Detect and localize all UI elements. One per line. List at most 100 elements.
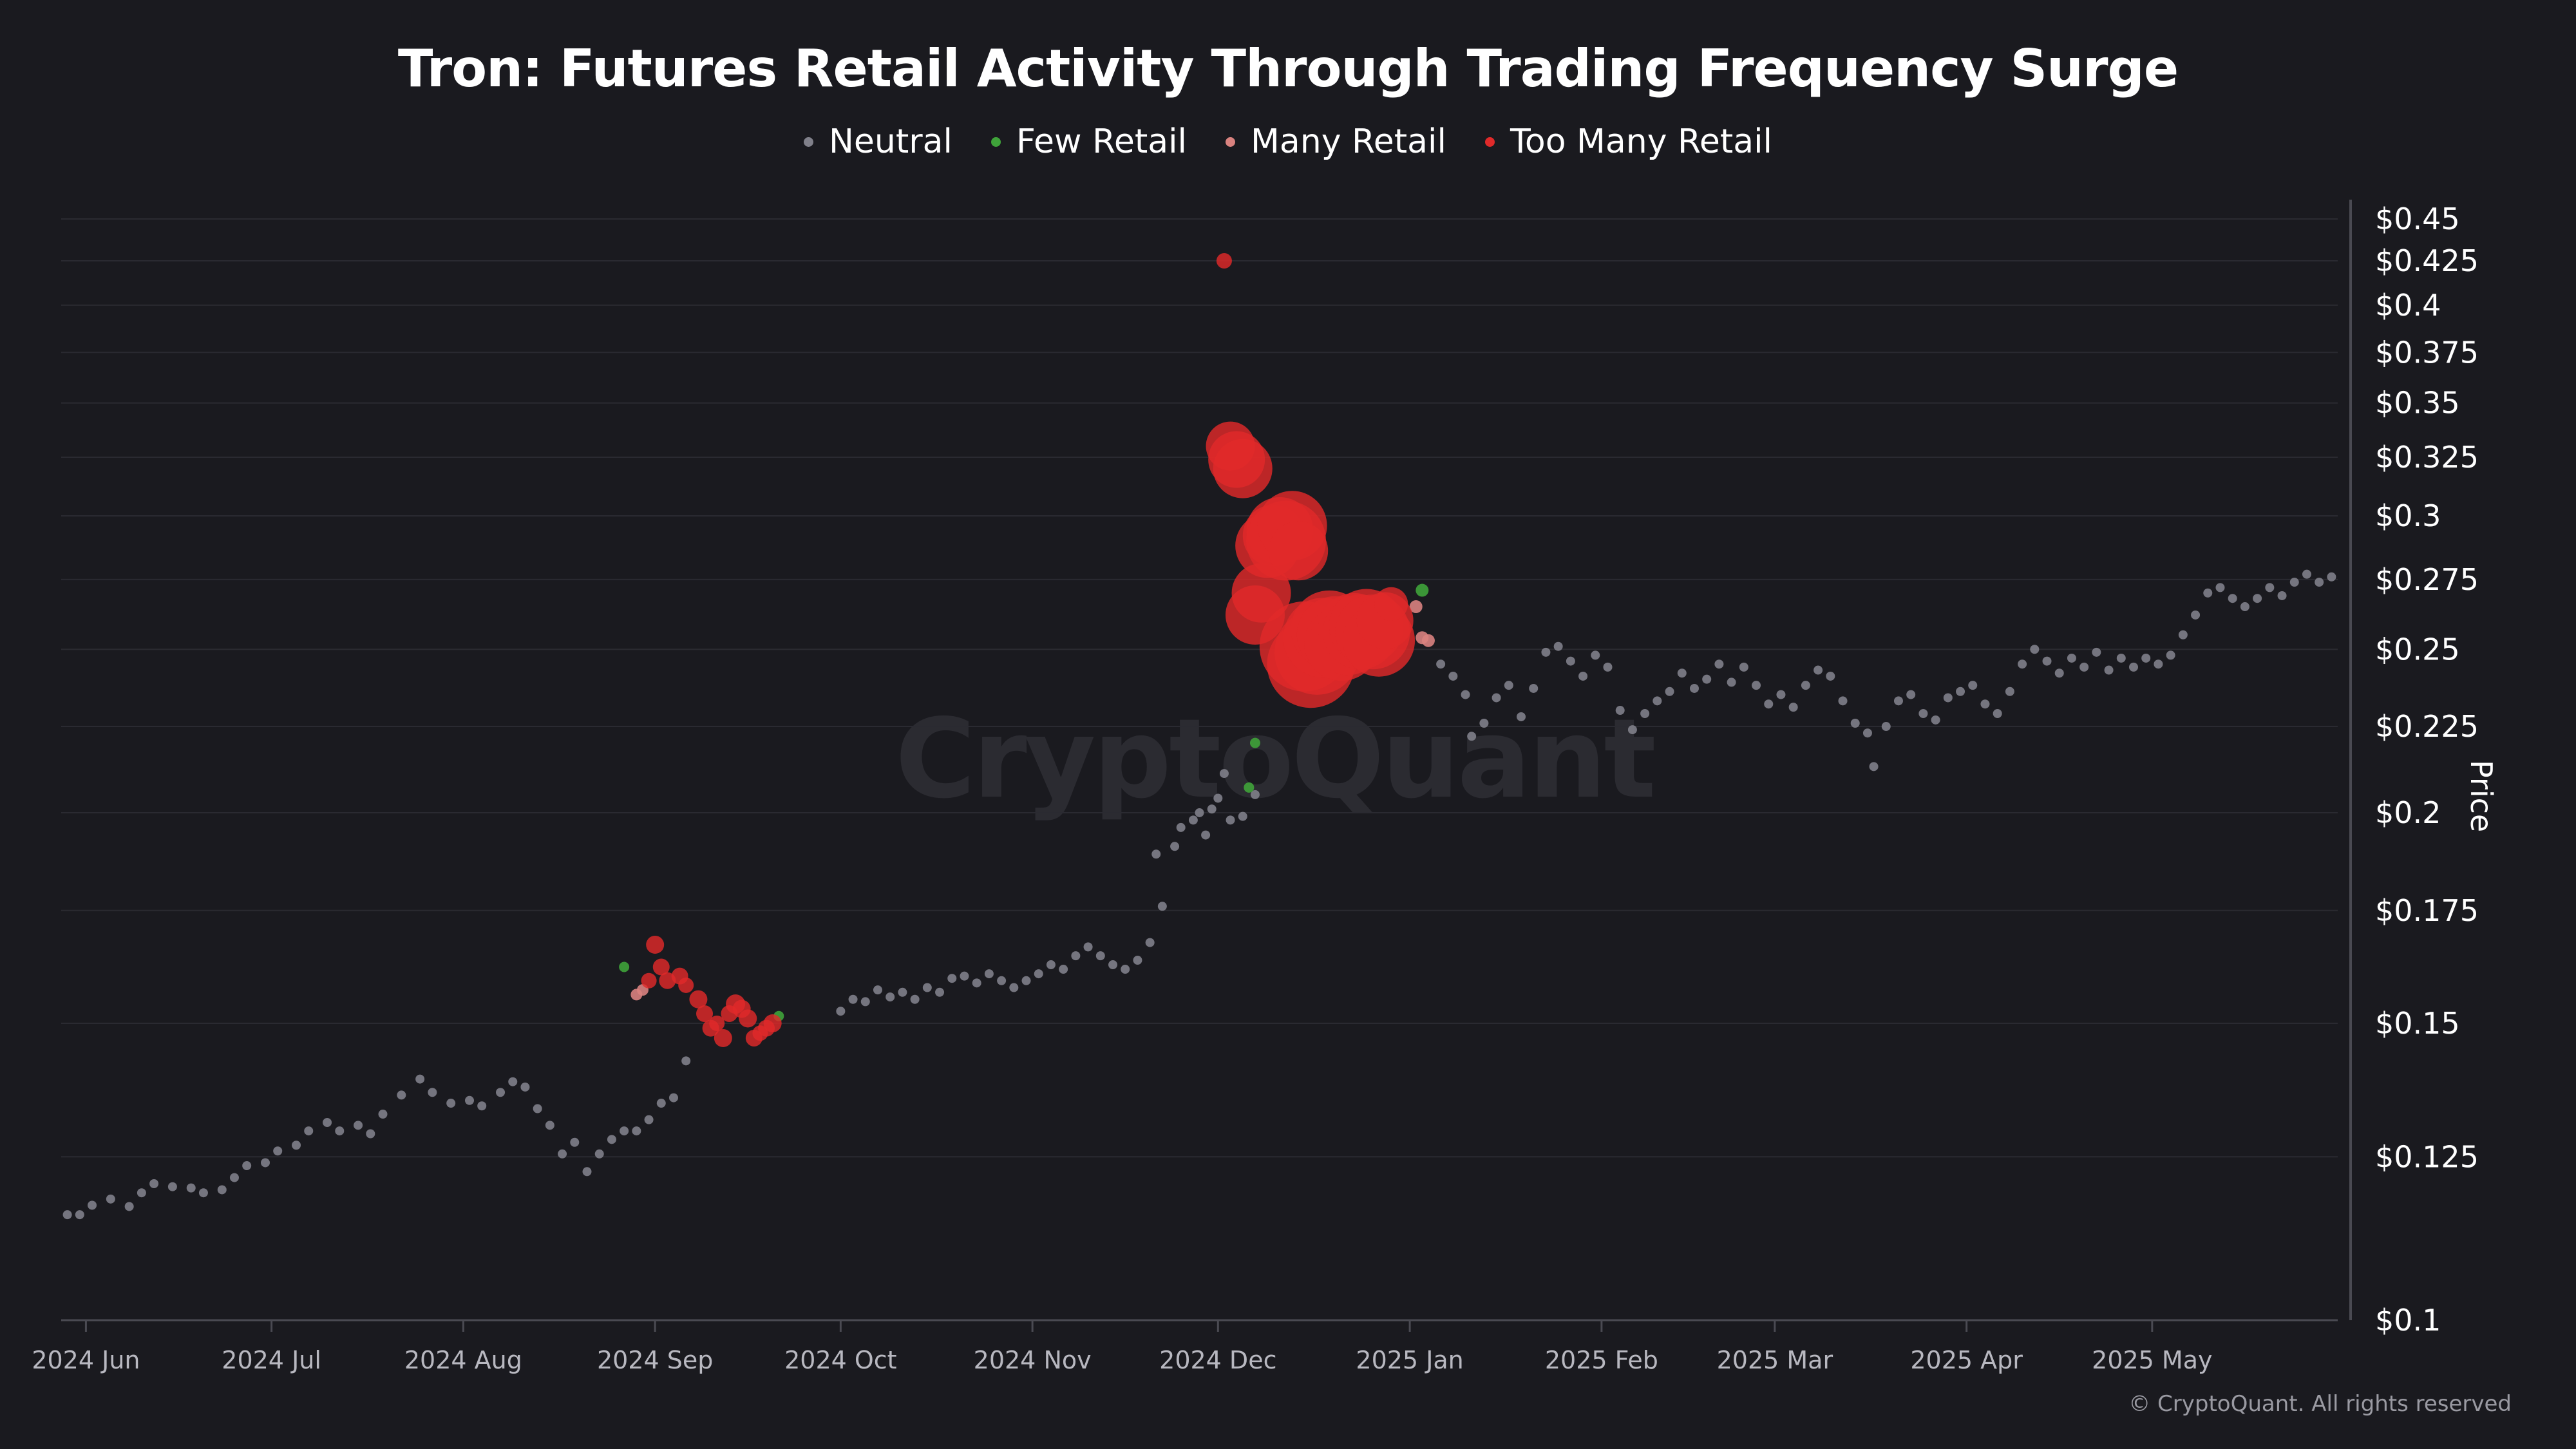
point-too-many-retail[interactable] bbox=[1213, 439, 1273, 498]
point-neutral[interactable] bbox=[947, 974, 957, 983]
point-neutral[interactable] bbox=[681, 1056, 691, 1066]
point-neutral[interactable] bbox=[1071, 951, 1081, 961]
point-neutral[interactable] bbox=[1993, 709, 2002, 719]
point-neutral[interactable] bbox=[1083, 942, 1093, 952]
point-neutral[interactable] bbox=[477, 1101, 487, 1111]
point-neutral[interactable] bbox=[1059, 965, 1068, 974]
point-neutral[interactable] bbox=[1627, 725, 1637, 735]
point-neutral[interactable] bbox=[922, 983, 932, 992]
point-neutral[interactable] bbox=[594, 1149, 604, 1159]
point-neutral[interactable] bbox=[446, 1099, 456, 1108]
point-neutral[interactable] bbox=[1207, 804, 1217, 814]
point-neutral[interactable] bbox=[558, 1149, 567, 1159]
point-neutral[interactable] bbox=[1578, 671, 1588, 681]
point-neutral[interactable] bbox=[1176, 822, 1186, 832]
point-neutral[interactable] bbox=[607, 1135, 616, 1144]
point-neutral[interactable] bbox=[1689, 683, 1699, 693]
point-neutral[interactable] bbox=[533, 1104, 542, 1113]
point-neutral[interactable] bbox=[1461, 690, 1470, 699]
point-neutral[interactable] bbox=[520, 1082, 530, 1092]
point-neutral[interactable] bbox=[1918, 709, 1928, 719]
point-neutral[interactable] bbox=[1980, 699, 1990, 709]
point-neutral[interactable] bbox=[1677, 668, 1687, 678]
point-neutral[interactable] bbox=[1151, 849, 1161, 859]
point-neutral[interactable] bbox=[1448, 671, 1458, 681]
point-neutral[interactable] bbox=[1095, 951, 1105, 961]
point-neutral[interactable] bbox=[1529, 683, 1539, 693]
point-neutral[interactable] bbox=[354, 1121, 363, 1130]
point-neutral[interactable] bbox=[1702, 674, 1712, 684]
point-too-many-retail[interactable] bbox=[1269, 521, 1329, 581]
point-neutral[interactable] bbox=[217, 1185, 227, 1195]
point-neutral[interactable] bbox=[198, 1188, 208, 1198]
point-neutral[interactable] bbox=[1615, 706, 1625, 715]
point-neutral[interactable] bbox=[886, 992, 895, 1002]
point-neutral[interactable] bbox=[935, 987, 945, 997]
point-neutral[interactable] bbox=[124, 1202, 134, 1211]
point-neutral[interactable] bbox=[2116, 653, 2126, 663]
point-neutral[interactable] bbox=[972, 978, 981, 988]
point-too-many-retail[interactable] bbox=[763, 1014, 782, 1033]
point-too-many-retail[interactable] bbox=[1374, 587, 1408, 621]
point-too-many-retail[interactable] bbox=[652, 958, 670, 976]
point-few-retail[interactable] bbox=[1249, 737, 1260, 748]
point-neutral[interactable] bbox=[848, 994, 858, 1004]
point-neutral[interactable] bbox=[2054, 668, 2064, 678]
point-neutral[interactable] bbox=[1170, 842, 1180, 851]
point-neutral[interactable] bbox=[1188, 815, 1198, 825]
legend-item-too-many-retail[interactable]: Too Many Retail bbox=[1484, 122, 1772, 161]
point-neutral[interactable] bbox=[2203, 588, 2213, 598]
point-neutral[interactable] bbox=[836, 1007, 846, 1016]
point-neutral[interactable] bbox=[242, 1161, 252, 1171]
point-too-many-retail[interactable] bbox=[739, 1009, 757, 1028]
point-few-retail[interactable] bbox=[1244, 782, 1255, 793]
point-neutral[interactable] bbox=[62, 1210, 72, 1220]
point-neutral[interactable] bbox=[137, 1188, 146, 1198]
point-neutral[interactable] bbox=[656, 1099, 666, 1108]
point-neutral[interactable] bbox=[260, 1158, 270, 1168]
point-neutral[interactable] bbox=[1752, 681, 1761, 690]
point-neutral[interactable] bbox=[1238, 811, 1247, 821]
point-neutral[interactable] bbox=[1517, 712, 1526, 721]
point-neutral[interactable] bbox=[2092, 647, 2101, 657]
point-neutral[interactable] bbox=[644, 1115, 654, 1124]
point-neutral[interactable] bbox=[1869, 762, 1879, 772]
point-neutral[interactable] bbox=[415, 1074, 425, 1084]
point-too-many-retail[interactable] bbox=[646, 935, 665, 954]
point-neutral[interactable] bbox=[1956, 687, 1965, 696]
point-neutral[interactable] bbox=[1931, 715, 1940, 724]
point-neutral[interactable] bbox=[2178, 630, 2188, 639]
point-neutral[interactable] bbox=[2228, 594, 2237, 603]
point-neutral[interactable] bbox=[1862, 728, 1872, 738]
point-neutral[interactable] bbox=[632, 1126, 641, 1136]
point-neutral[interactable] bbox=[1714, 659, 1724, 669]
point-neutral[interactable] bbox=[1566, 656, 1575, 666]
point-too-many-retail[interactable] bbox=[641, 972, 657, 989]
point-neutral[interactable] bbox=[1603, 662, 1613, 672]
point-neutral[interactable] bbox=[1046, 960, 1056, 970]
point-neutral[interactable] bbox=[582, 1167, 592, 1177]
point-neutral[interactable] bbox=[1133, 956, 1142, 965]
point-many-retail[interactable] bbox=[1409, 600, 1423, 614]
point-neutral[interactable] bbox=[1479, 719, 1489, 728]
point-neutral[interactable] bbox=[910, 994, 920, 1004]
legend-item-few-retail[interactable]: Few Retail bbox=[990, 122, 1187, 161]
point-neutral[interactable] bbox=[2104, 665, 2114, 675]
point-neutral[interactable] bbox=[1195, 808, 1204, 817]
legend-item-neutral[interactable]: Neutral bbox=[804, 122, 952, 161]
point-neutral[interactable] bbox=[75, 1210, 84, 1220]
point-few-retail[interactable] bbox=[1416, 583, 1429, 597]
point-neutral[interactable] bbox=[496, 1088, 506, 1097]
point-neutral[interactable] bbox=[1021, 976, 1031, 985]
point-neutral[interactable] bbox=[1665, 687, 1674, 696]
point-neutral[interactable] bbox=[2191, 610, 2201, 620]
point-neutral[interactable] bbox=[1504, 681, 1513, 690]
point-neutral[interactable] bbox=[1541, 647, 1551, 657]
point-neutral[interactable] bbox=[860, 997, 870, 1007]
point-neutral[interactable] bbox=[2154, 659, 2163, 669]
point-neutral[interactable] bbox=[273, 1146, 283, 1156]
point-neutral[interactable] bbox=[149, 1179, 159, 1188]
point-neutral[interactable] bbox=[545, 1121, 554, 1130]
point-neutral[interactable] bbox=[1850, 719, 1860, 728]
point-neutral[interactable] bbox=[1108, 960, 1118, 970]
